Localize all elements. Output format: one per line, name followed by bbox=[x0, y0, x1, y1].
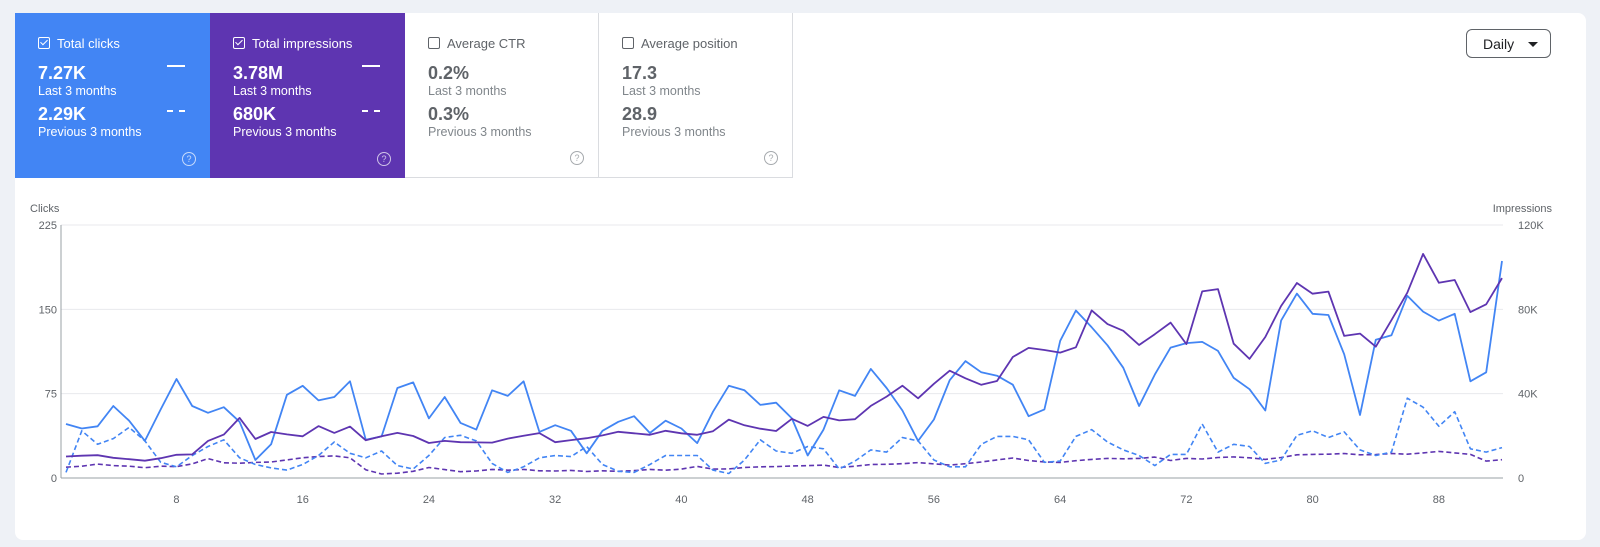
left-tick-label: 75 bbox=[45, 389, 57, 401]
metric-total-clicks[interactable]: Total clicks 7.27K Last 3 months 2.29K P… bbox=[15, 13, 210, 178]
caret-down-icon bbox=[1528, 42, 1538, 47]
granularity-dropdown[interactable]: Daily bbox=[1466, 29, 1551, 58]
series-line-total-impressions-solid bbox=[65, 252, 1503, 462]
metric-total-impressions[interactable]: Total impressions 3.78M Last 3 months 68… bbox=[210, 13, 405, 178]
metric-header: Total impressions bbox=[233, 35, 382, 51]
metric-prev-value: 2.29K bbox=[38, 104, 87, 124]
solid-line-legend-icon bbox=[362, 65, 380, 67]
x-tick-label: 32 bbox=[549, 494, 561, 506]
dashed-line-legend-icon bbox=[167, 110, 185, 112]
metric-prev-value: 0.3% bbox=[428, 104, 470, 124]
metric-header: Total clicks bbox=[38, 35, 187, 51]
metric-average-ctr[interactable]: Average CTR 0.2% Last 3 months 0.3% Prev… bbox=[405, 13, 599, 178]
help-icon[interactable]: ? bbox=[182, 152, 196, 166]
metric-value: 0.2% bbox=[428, 63, 470, 83]
right-axis-title: Impressions bbox=[1493, 203, 1553, 215]
metric-label: Average CTR bbox=[447, 35, 526, 51]
metric-prev-period: Previous 3 months bbox=[38, 125, 142, 139]
checkbox-unchecked-icon[interactable] bbox=[428, 37, 440, 49]
left-tick-label: 150 bbox=[39, 304, 57, 316]
x-tick-label: 24 bbox=[423, 494, 435, 506]
right-tick-label: 120K bbox=[1518, 220, 1544, 232]
metric-header: Average position bbox=[622, 35, 769, 51]
left-tick-label: 0 bbox=[51, 473, 57, 485]
granularity-value: Daily bbox=[1483, 35, 1515, 52]
x-tick-label: 72 bbox=[1180, 494, 1192, 506]
metric-header: Average CTR bbox=[428, 35, 575, 51]
metric-period: Last 3 months bbox=[428, 84, 507, 98]
metric-prev-value: 680K bbox=[233, 104, 277, 124]
metric-selector: Total clicks 7.27K Last 3 months 2.29K P… bbox=[15, 13, 793, 178]
metric-value: 17.3 bbox=[622, 63, 658, 83]
right-tick-label: 40K bbox=[1518, 389, 1538, 401]
metric-value: 7.27K bbox=[38, 63, 87, 83]
left-axis-title: Clicks bbox=[30, 203, 60, 215]
metric-prev-value: 28.9 bbox=[622, 104, 658, 124]
x-tick-label: 16 bbox=[297, 494, 309, 506]
metric-label: Average position bbox=[641, 35, 738, 51]
help-icon[interactable]: ? bbox=[570, 151, 584, 165]
metric-prev-period: Previous 3 months bbox=[233, 125, 337, 139]
series-line-total-impressions-dashed bbox=[65, 450, 1503, 475]
left-tick-label: 225 bbox=[39, 220, 57, 232]
metric-prev-period: Previous 3 months bbox=[622, 125, 726, 139]
checkbox-checked-icon[interactable] bbox=[233, 37, 245, 49]
metric-label: Total clicks bbox=[57, 35, 120, 51]
series-line-total-clicks-solid bbox=[65, 260, 1503, 461]
checkbox-checked-icon[interactable] bbox=[38, 37, 50, 49]
x-tick-label: 40 bbox=[675, 494, 687, 506]
metric-average-position[interactable]: Average position 17.3 Last 3 months 28.9… bbox=[599, 13, 793, 178]
help-icon[interactable]: ? bbox=[377, 152, 391, 166]
series-line-total-clicks-dashed bbox=[65, 397, 1503, 475]
metric-period: Last 3 months bbox=[622, 84, 701, 98]
right-tick-label: 0 bbox=[1518, 473, 1524, 485]
metric-prev-period: Previous 3 months bbox=[428, 125, 532, 139]
x-tick-label: 56 bbox=[928, 494, 940, 506]
x-tick-label: 80 bbox=[1307, 494, 1319, 506]
metric-period: Last 3 months bbox=[233, 84, 312, 98]
metric-period: Last 3 months bbox=[38, 84, 117, 98]
metric-label: Total impressions bbox=[252, 35, 353, 51]
x-tick-label: 64 bbox=[1054, 494, 1066, 506]
right-tick-label: 80K bbox=[1518, 304, 1538, 316]
help-icon[interactable]: ? bbox=[764, 151, 778, 165]
metric-value: 3.78M bbox=[233, 63, 284, 83]
x-tick-label: 48 bbox=[802, 494, 814, 506]
solid-line-legend-icon bbox=[167, 65, 185, 67]
x-tick-label: 8 bbox=[173, 494, 179, 506]
dashed-line-legend-icon bbox=[362, 110, 380, 112]
checkbox-unchecked-icon[interactable] bbox=[622, 37, 634, 49]
x-tick-label: 88 bbox=[1433, 494, 1445, 506]
